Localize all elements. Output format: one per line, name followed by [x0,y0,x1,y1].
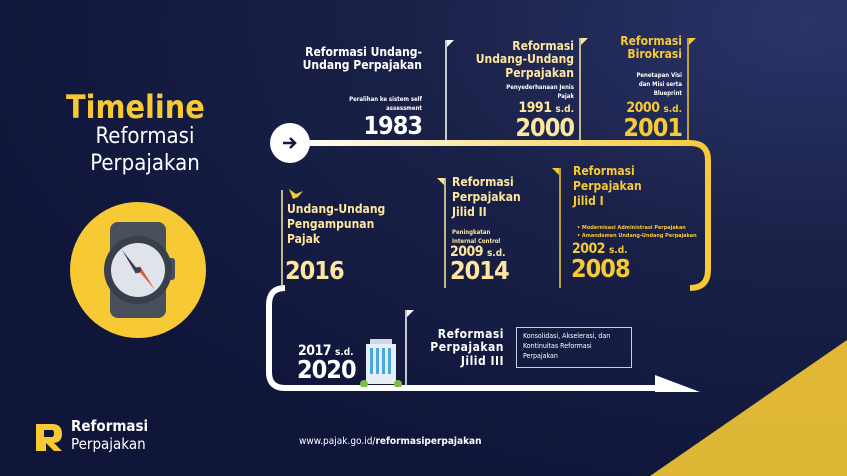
milestone-2014-desc: Peningkatan Internal Control [452,229,501,245]
milestone-2020-year: 2020 [297,355,357,384]
milestone-2001-desc: Penetapan Visi dan Misi serta Blueprint [636,72,682,97]
milestone-1983-desc: Peralihan ke sistem self assessment [349,96,422,112]
corner-accent [650,340,847,476]
logo-line2: Perpajakan [71,435,146,453]
milestone-2001-year: 2001 [623,113,683,142]
milestone-1983-title: Reformasi Undang-Undang Perpajakan [302,45,422,73]
milestone-2000-desc: Penyederhanaan Jenis Pajak [506,84,574,100]
bullet: • Amandemen Undang-Undang Perpajakan [577,233,697,240]
milestone-2016-title: Undang-Undang Pengampunan Pajak [287,202,386,246]
milestone-2014-title: Reformasi Perpajakan Jilid II [452,175,521,219]
milestone-2008-bullets: • Modernisasi Administrasi Perpajakan • … [577,224,697,241]
title-line2: Reformasi [95,124,195,149]
milestone-2000-year: 2000 [515,113,575,142]
logo-line1: Reformasi [71,417,149,435]
milestone-2020-desc: Konsolidasi, Akselerasi, dan Kontinuitas… [516,327,632,368]
milestone-2000-title: Reformasi Undang-Undang Perpajakan [475,39,574,80]
milestone-2008-title: Reformasi Perpajakan Jilid I [573,164,642,208]
milestone-2016-year: 2016 [285,256,345,285]
milestone-2014-year: 2014 [450,256,510,285]
watch-icon [70,202,206,338]
milestone-2008-year: 2008 [571,254,631,283]
title-timeline: Timeline [66,88,205,126]
milestone-2008-range: 2002 s.d. [572,241,628,257]
milestone-2001-title: Reformasi Birokrasi [620,34,682,62]
logo-icon [36,424,62,451]
milestone-2000-range: 1991 s.d. [518,100,574,116]
garuda-icon [289,189,303,199]
title-line3: Perpajakan [90,151,200,176]
arrow-right-icon [283,137,297,149]
bullet: • Modernisasi Administrasi Perpajakan [577,225,686,231]
building-icon [360,339,402,387]
arrow-head [655,375,700,392]
website-link[interactable]: www.pajak.go.id/reformasiperpajakan [299,436,482,447]
milestone-2020-title: Reformasi Perpajakan Jilid III [430,327,504,368]
milestone-2014-range: 2009 s.d. [450,244,506,260]
milestone-2001-range: 2000 s.d. [626,100,682,116]
milestone-2020-range: 2017 s.d. [298,343,354,359]
milestone-1983-year: 1983 [363,111,423,140]
